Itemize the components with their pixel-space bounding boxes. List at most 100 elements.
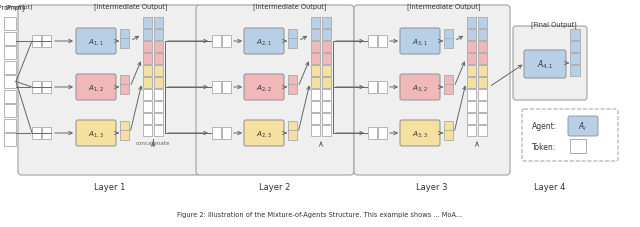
Bar — [143, 90, 152, 101]
Bar — [570, 42, 580, 53]
Bar — [154, 114, 163, 124]
Bar — [212, 36, 221, 48]
Text: $A_{1,3}$: $A_{1,3}$ — [88, 128, 104, 138]
Bar — [4, 105, 16, 118]
Text: Layer 1: Layer 1 — [94, 182, 125, 191]
Bar — [467, 18, 476, 29]
Bar — [143, 126, 152, 136]
Bar — [444, 131, 453, 140]
FancyBboxPatch shape — [568, 116, 598, 136]
Bar — [143, 54, 152, 65]
Bar — [321, 42, 330, 53]
Bar — [143, 66, 152, 77]
Bar — [311, 18, 320, 29]
Bar — [570, 54, 580, 65]
Bar — [32, 36, 41, 48]
Bar — [311, 42, 320, 53]
Bar — [4, 61, 16, 74]
FancyBboxPatch shape — [400, 121, 440, 146]
Bar — [42, 127, 51, 139]
Text: Layer 3: Layer 3 — [416, 182, 448, 191]
FancyBboxPatch shape — [522, 109, 618, 161]
Text: $A_i$: $A_i$ — [579, 120, 588, 133]
Text: Layer 2: Layer 2 — [259, 182, 291, 191]
Bar — [222, 36, 231, 48]
FancyBboxPatch shape — [18, 6, 201, 175]
Bar — [32, 82, 41, 94]
Bar — [311, 30, 320, 41]
Bar — [477, 42, 486, 53]
Bar — [143, 114, 152, 124]
FancyBboxPatch shape — [76, 75, 116, 101]
FancyBboxPatch shape — [354, 6, 510, 175]
Text: $A_{3,1}$: $A_{3,1}$ — [412, 37, 428, 47]
Bar — [311, 114, 320, 124]
Bar — [311, 90, 320, 101]
Bar — [467, 66, 476, 77]
Bar — [444, 85, 453, 95]
Bar — [311, 54, 320, 65]
Bar — [212, 82, 221, 94]
Text: $A_{3,3}$: $A_{3,3}$ — [412, 128, 428, 138]
Bar — [368, 82, 377, 94]
Bar — [444, 76, 453, 86]
Bar — [154, 101, 163, 113]
Bar — [321, 126, 330, 136]
Bar — [477, 90, 486, 101]
Text: $A_{3,2}$: $A_{3,2}$ — [412, 83, 428, 93]
Bar — [321, 78, 330, 89]
Bar — [311, 78, 320, 89]
Bar — [477, 114, 486, 124]
Bar — [120, 30, 129, 40]
Bar — [4, 32, 16, 45]
Text: [Intermediate Output]: [Intermediate Output] — [407, 4, 481, 10]
Text: $A_{2,2}$: $A_{2,2}$ — [256, 83, 272, 93]
Bar — [368, 36, 377, 48]
Bar — [154, 18, 163, 29]
Bar — [477, 30, 486, 41]
Bar — [444, 30, 453, 40]
Bar — [570, 30, 580, 41]
Text: concatenate: concatenate — [136, 140, 170, 145]
Bar — [467, 30, 476, 41]
Bar — [570, 139, 586, 153]
Bar — [444, 39, 453, 49]
Bar — [321, 90, 330, 101]
Bar — [368, 127, 377, 139]
Text: $A_{2,1}$: $A_{2,1}$ — [256, 37, 272, 47]
Bar — [321, 114, 330, 124]
FancyBboxPatch shape — [524, 51, 566, 79]
FancyBboxPatch shape — [400, 75, 440, 101]
Bar — [4, 18, 16, 31]
FancyBboxPatch shape — [244, 29, 284, 55]
Bar — [288, 121, 297, 131]
Bar — [477, 66, 486, 77]
Text: [Prompt]: [Prompt] — [5, 5, 33, 10]
Bar — [154, 126, 163, 136]
Text: Figure 2: Illustration of the Mixture-of-Agents Structure. This example shows ..: Figure 2: Illustration of the Mixture-of… — [177, 211, 463, 217]
Bar — [311, 66, 320, 77]
Text: $A_{4,1}$: $A_{4,1}$ — [537, 59, 554, 71]
Bar — [42, 36, 51, 48]
Text: [Intermediate Output]: [Intermediate Output] — [93, 4, 167, 10]
Bar — [120, 121, 129, 131]
Text: [Prompt]: [Prompt] — [0, 5, 24, 11]
Bar — [378, 36, 387, 48]
Text: $A_{1,1}$: $A_{1,1}$ — [88, 37, 104, 47]
Bar — [154, 66, 163, 77]
Bar — [288, 85, 297, 95]
Bar — [321, 54, 330, 65]
Bar — [321, 30, 330, 41]
Text: Agent:: Agent: — [532, 122, 557, 131]
Bar — [467, 78, 476, 89]
Text: [Final Output]: [Final Output] — [531, 22, 577, 28]
Bar — [120, 39, 129, 49]
Bar — [311, 101, 320, 113]
Bar — [32, 127, 41, 139]
FancyBboxPatch shape — [400, 29, 440, 55]
Bar — [288, 30, 297, 40]
Bar — [321, 101, 330, 113]
Bar — [143, 18, 152, 29]
Bar — [288, 76, 297, 86]
Text: $A_{1,2}$: $A_{1,2}$ — [88, 83, 104, 93]
